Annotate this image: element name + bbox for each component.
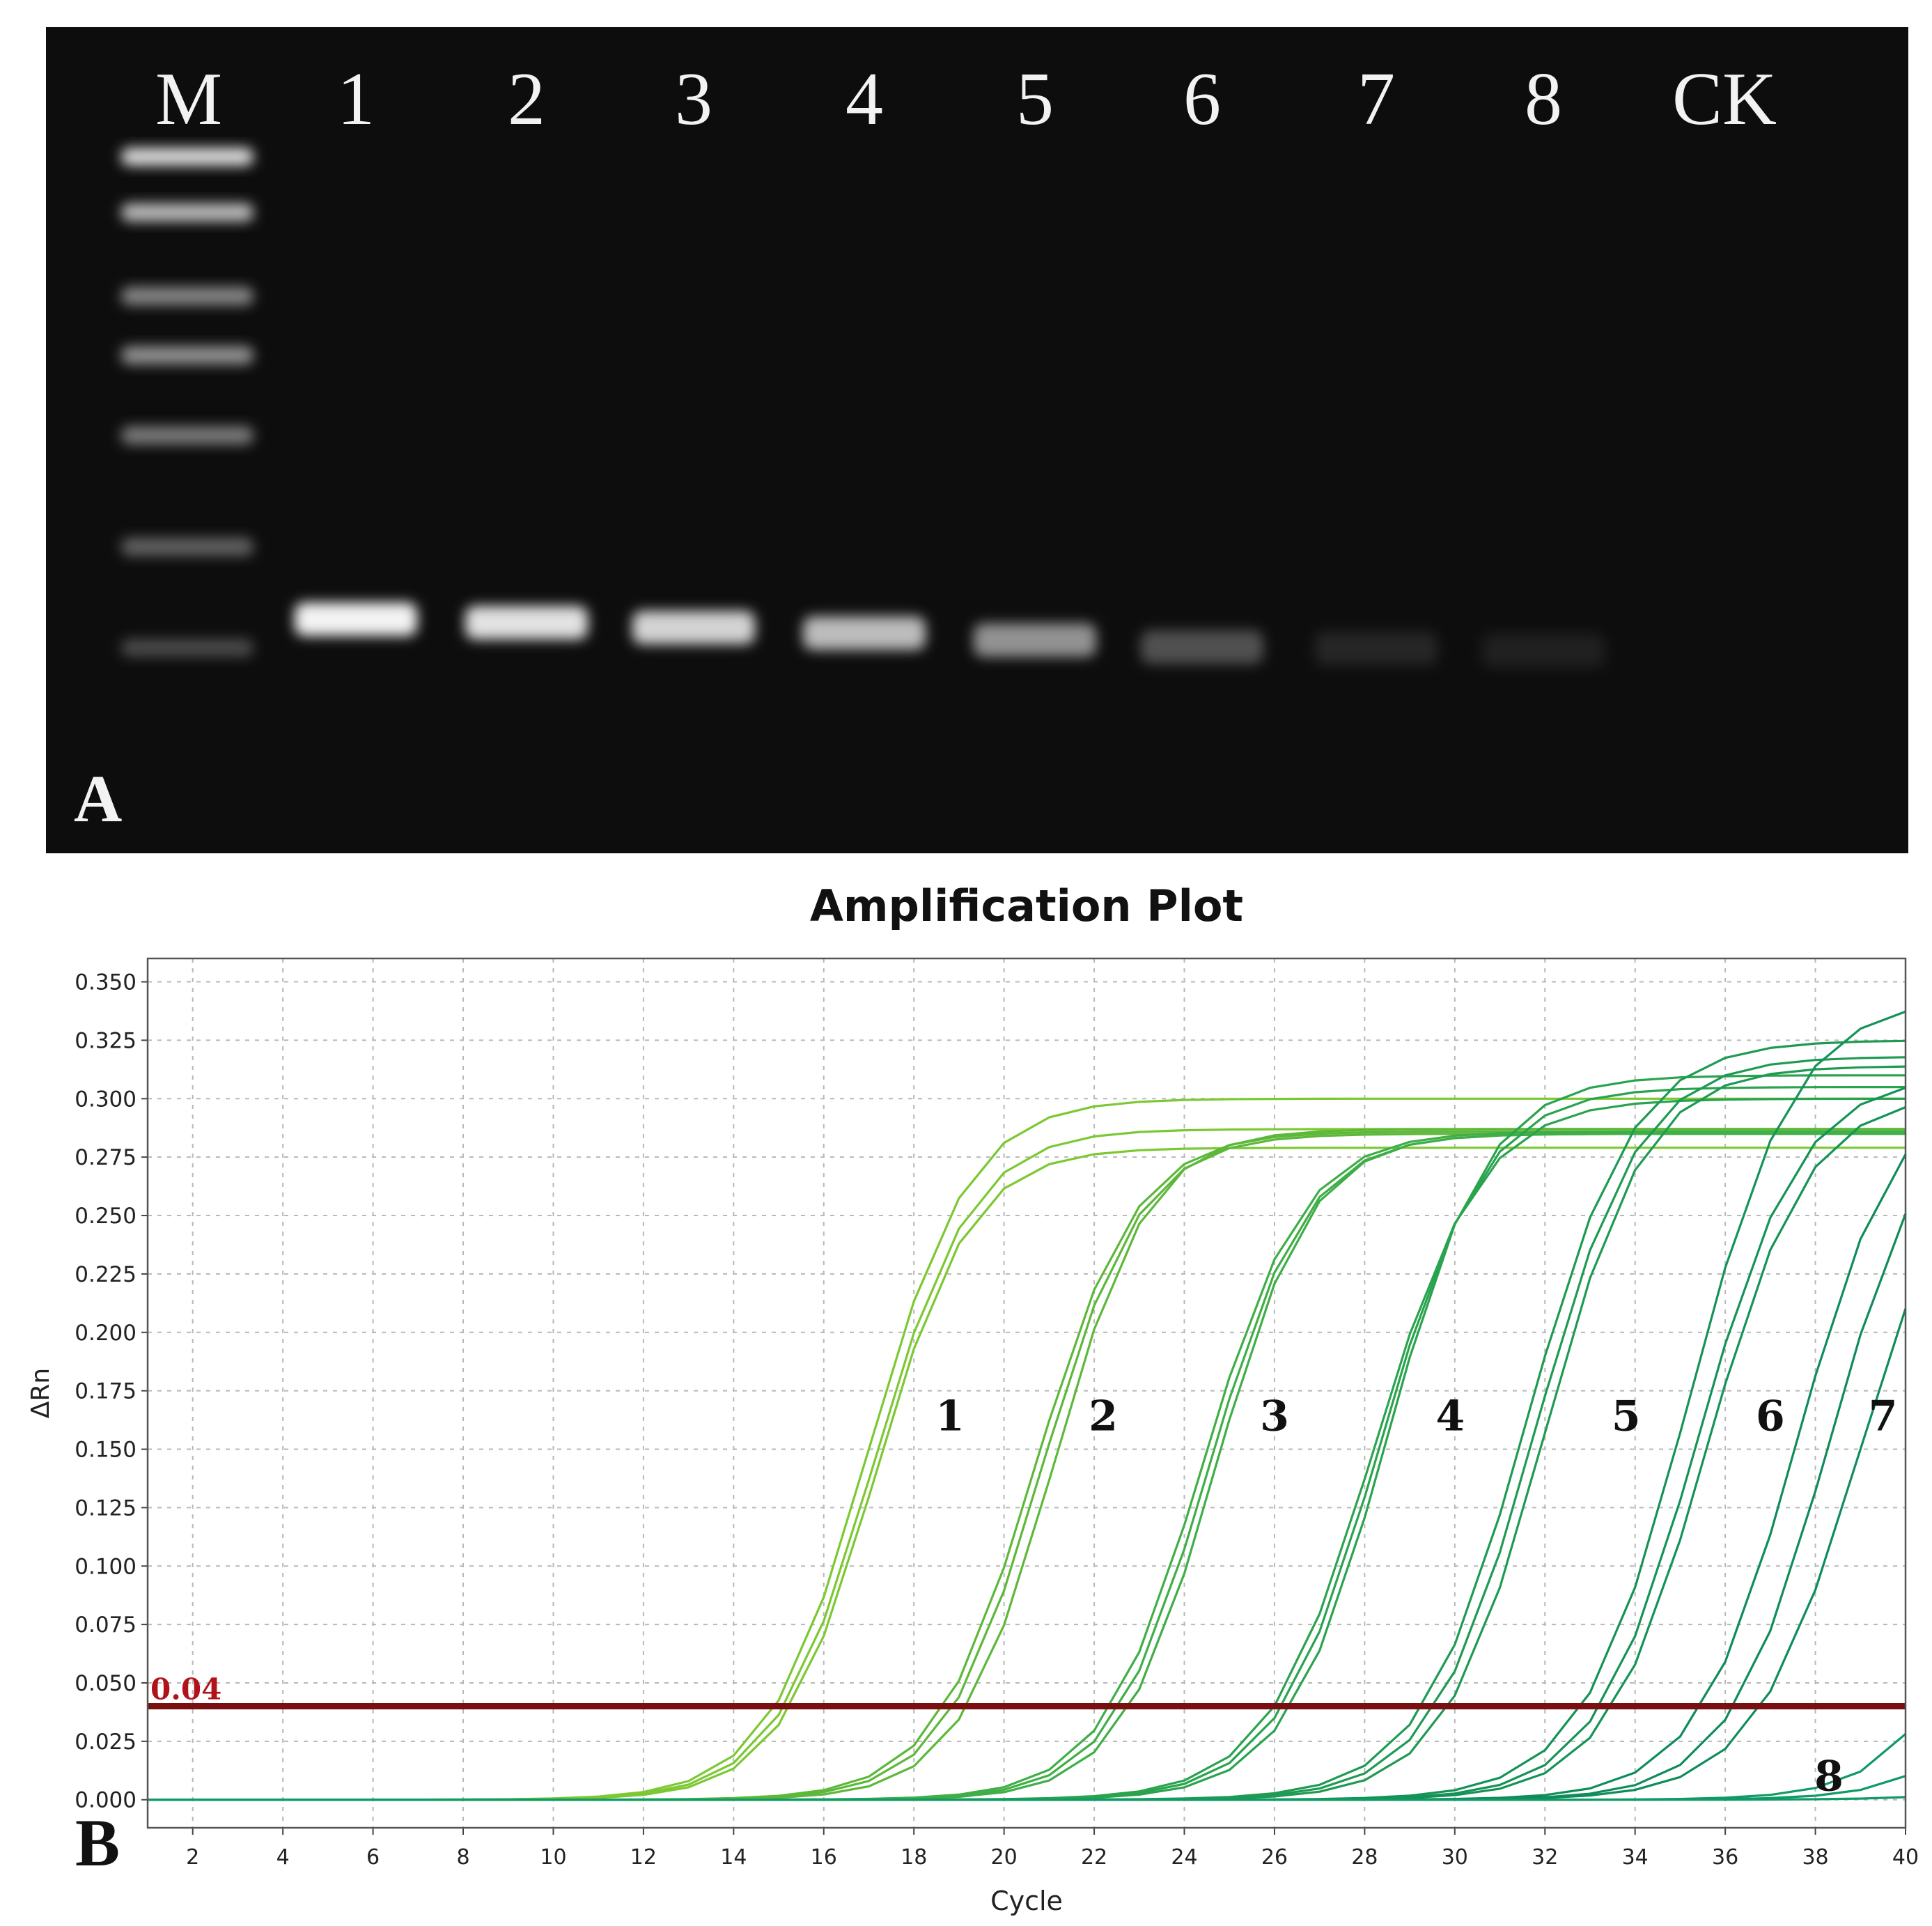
sample-band (803, 616, 926, 650)
x-tick-label: 20 (991, 1845, 1018, 1870)
gel-image (121, 148, 1605, 667)
sample-band (465, 606, 588, 639)
x-tick-label: 24 (1171, 1845, 1197, 1870)
x-tick-label: 4 (276, 1845, 290, 1870)
series-label-4: 4 (1435, 1392, 1465, 1441)
x-tick-label: 2 (186, 1845, 199, 1870)
x-tick-label: 36 (1712, 1845, 1738, 1870)
x-axis-label: Cycle (990, 1886, 1063, 1916)
y-axis-label: ΔRn (26, 1368, 55, 1418)
ladder-band (121, 639, 254, 657)
x-tick-label: 12 (630, 1845, 657, 1870)
y-tick-label: 0.275 (75, 1145, 137, 1170)
x-tick-label: 22 (1081, 1845, 1107, 1870)
gel-electrophoresis-panel: M 1 2 3 4 5 6 7 8 CK A (46, 27, 1908, 853)
x-tick-label: 34 (1622, 1845, 1649, 1870)
y-tick-label: 0.150 (75, 1438, 137, 1463)
lane-label-7: 7 (1357, 58, 1395, 141)
gridlines (148, 958, 1906, 1828)
y-tick-label: 0.100 (75, 1554, 137, 1579)
x-tick-label: 8 (456, 1845, 469, 1870)
x-tick-label: 30 (1442, 1845, 1468, 1870)
series-label-2: 2 (1089, 1392, 1118, 1441)
plot-frame (146, 957, 1907, 1829)
y-tick-label: 0.200 (75, 1321, 137, 1346)
lane-label-ck: CK (1672, 58, 1777, 141)
y-tick-label: 0.250 (75, 1204, 137, 1229)
series-label-8: 8 (1814, 1752, 1844, 1801)
lane-label-5: 5 (1016, 58, 1054, 141)
lane-label-2: 2 (508, 58, 545, 141)
lane-label-4: 4 (846, 58, 883, 141)
y-tick-label: 0.075 (75, 1613, 137, 1638)
curve-series-8 (148, 1796, 1906, 1801)
sample-band (1315, 632, 1438, 665)
threshold-label: 0.04 (150, 1672, 221, 1707)
x-tick-label: 10 (540, 1845, 566, 1870)
sample-band (632, 611, 755, 644)
ladder-band (121, 148, 254, 166)
chart-title: Amplification Plot (810, 880, 1243, 931)
y-tick-label: 0.350 (75, 970, 137, 995)
x-tick-label: 14 (720, 1845, 747, 1870)
y-tick-label: 0.175 (75, 1379, 137, 1404)
x-tick-label: 18 (901, 1845, 927, 1870)
amplification-curves (148, 1010, 1907, 1801)
x-tick-label: 40 (1892, 1845, 1919, 1870)
series-label-7: 7 (1869, 1392, 1898, 1441)
panel-label-a: A (74, 761, 123, 836)
sample-band (1141, 630, 1263, 664)
ladder-band (121, 346, 254, 364)
series-label-6: 6 (1756, 1392, 1785, 1441)
x-tick-label: 38 (1802, 1845, 1828, 1870)
x-tick-label: 32 (1532, 1845, 1558, 1870)
sample-band (974, 623, 1096, 657)
ladder-band (121, 538, 254, 556)
x-tick-label: 28 (1351, 1845, 1378, 1870)
x-tick-label: 6 (366, 1845, 380, 1870)
lane-label-6: 6 (1183, 58, 1221, 141)
lane-label-1: 1 (337, 58, 375, 141)
y-tick-label: 0.000 (75, 1788, 137, 1813)
ladder-band (121, 203, 254, 222)
plot-area (148, 958, 1906, 1828)
x-tick-label: 16 (811, 1845, 837, 1870)
series-label-1: 1 (935, 1392, 965, 1441)
ladder-band (121, 426, 254, 444)
panel-label-b: B (75, 1805, 120, 1880)
series-label-3: 3 (1260, 1392, 1289, 1441)
lane-label-m: M (155, 58, 223, 141)
lane-label-3: 3 (675, 58, 712, 141)
series-label-5: 5 (1612, 1392, 1641, 1441)
y-tick-label: 0.300 (75, 1087, 137, 1112)
x-tick-label: 26 (1261, 1845, 1288, 1870)
ladder-band (121, 287, 254, 305)
lane-label-8: 8 (1525, 58, 1562, 141)
y-tick-label: 0.225 (75, 1262, 137, 1287)
sample-band (1482, 634, 1605, 667)
y-tick-label: 0.050 (75, 1671, 137, 1696)
sample-band (295, 603, 417, 636)
y-tick-label: 0.025 (75, 1730, 137, 1755)
y-tick-label: 0.325 (75, 1028, 137, 1053)
y-tick-label: 0.125 (75, 1496, 137, 1521)
